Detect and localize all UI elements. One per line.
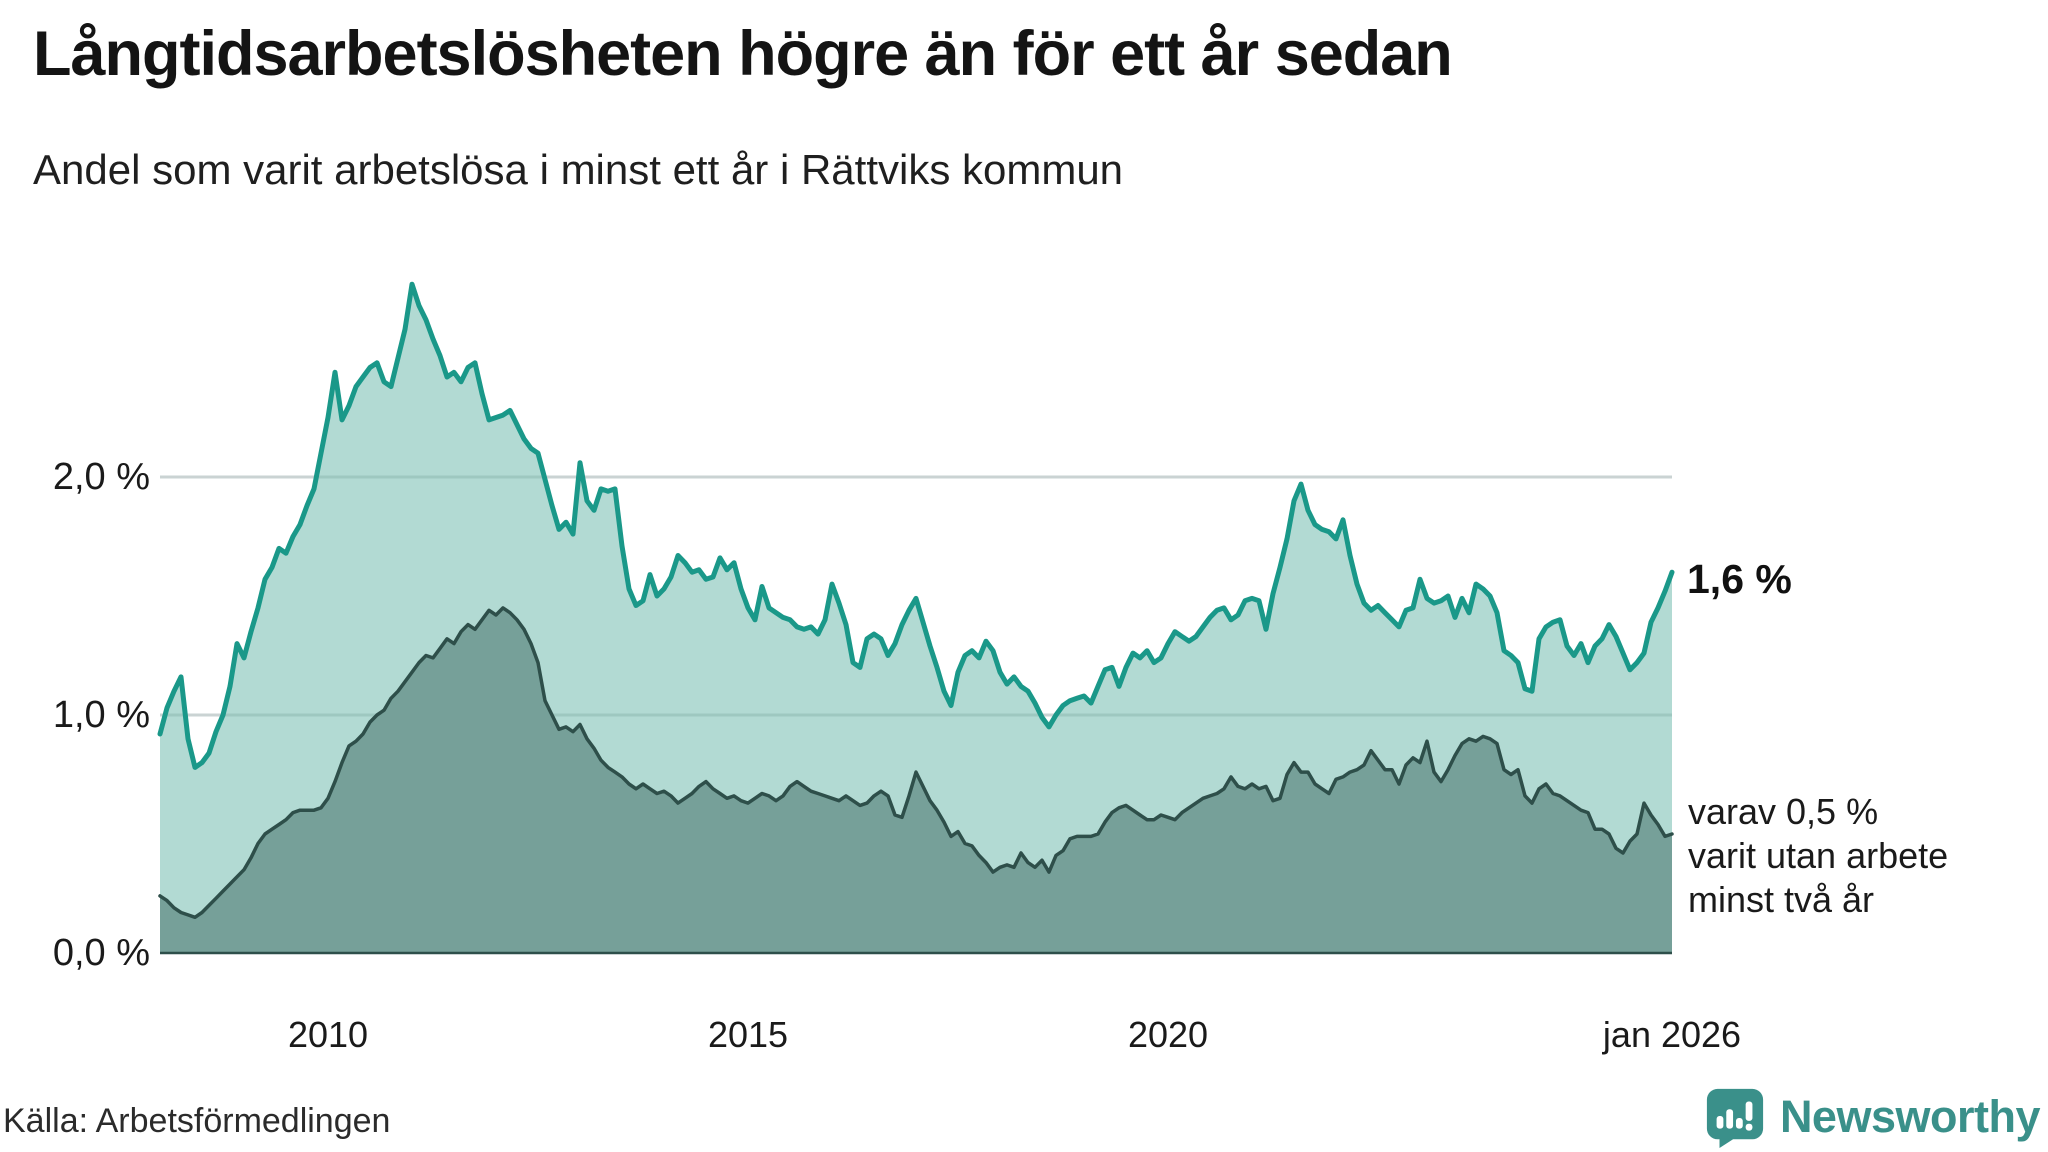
secondary-series-annotation: varav 0,5 % varit utan arbete minst två … xyxy=(1688,790,1948,922)
secondary-annotation-line3: minst två år xyxy=(1688,879,1875,920)
x-tick-label: 2020 xyxy=(1127,1014,1209,1055)
chart-subtitle: Andel som varit arbetslösa i minst ett å… xyxy=(33,146,1124,193)
page-title: Långtidsarbetslösheten högre än för ett … xyxy=(33,19,1453,89)
y-tick-label: 1,0 % xyxy=(52,694,150,736)
x-tick-label: 2010 xyxy=(287,1014,369,1055)
latest-value-label: 1,6 % xyxy=(1687,556,1792,602)
x-tick-label: jan 2026 xyxy=(1602,1014,1742,1055)
x-tick-label: 2015 xyxy=(707,1014,789,1055)
series-two-year-area xyxy=(160,607,1672,953)
y-tick-label: 2,0 % xyxy=(52,456,150,498)
newsworthy-logo: Newsworthy xyxy=(1704,1086,2041,1148)
newsworthy-wordmark: Newsworthy xyxy=(1779,1091,2041,1142)
y-tick-label: 0,0 % xyxy=(52,932,150,974)
newsworthy-logo-icon xyxy=(1706,1088,1764,1148)
source-credit: Källa: Arbetsförmedlingen xyxy=(3,1102,391,1140)
secondary-annotation-line1: varav 0,5 % xyxy=(1688,791,1879,832)
secondary-annotation-line2: varit utan arbete xyxy=(1688,835,1949,876)
series-total-line xyxy=(157,281,1675,770)
series-two-year-line xyxy=(158,606,1674,920)
